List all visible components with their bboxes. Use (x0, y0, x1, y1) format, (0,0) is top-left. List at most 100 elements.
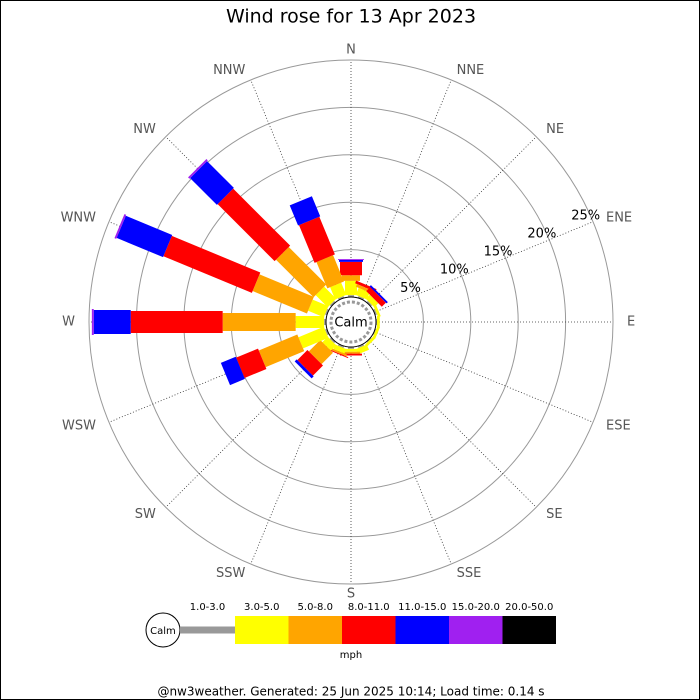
bar-segment (366, 300, 373, 307)
legend-label: 11.0-15.0 (398, 602, 446, 613)
bar-segment (330, 282, 347, 300)
bar-segment (220, 356, 245, 386)
bar-segment (342, 351, 360, 354)
spoke (368, 136, 537, 305)
bar-segment (355, 287, 370, 300)
bar-segment (236, 348, 267, 379)
bar-segment (376, 316, 380, 328)
legend-label: 20.0-50.0 (505, 602, 553, 613)
legend-label: 15.0-20.0 (452, 602, 500, 613)
bar-segment (252, 274, 314, 314)
footer: @nw3weather. Generated: 25 Jun 2025 10:1… (157, 685, 544, 699)
bar-segment (325, 328, 330, 336)
legend-swatch (449, 616, 503, 644)
bar-segment (372, 326, 380, 339)
bar-segment (190, 161, 234, 205)
bar-segment (295, 316, 325, 328)
bar-segment (114, 214, 127, 239)
r-tick-label: 25% (571, 208, 600, 223)
bar-segment (357, 296, 365, 301)
bar-segment (93, 310, 131, 334)
bar-segment (345, 280, 357, 296)
legend: Calm 1.0-3.0 3.0-5.0 5.0-8.0 8.0-11.0 11.0-15… (145, 602, 556, 648)
legend-swatch (342, 616, 396, 644)
direction-label: WNW (61, 210, 97, 225)
bar-segment (298, 326, 329, 349)
direction-label: SW (135, 507, 156, 522)
bar-segment (348, 295, 354, 297)
direction-label: SE (546, 507, 562, 522)
direction-label: NW (133, 122, 156, 137)
direction-label: E (627, 315, 635, 330)
legend-label: 1.0-3.0 (190, 602, 225, 613)
bar-segment (324, 319, 326, 325)
bar-segment (116, 215, 173, 258)
r-tick-label: 10% (440, 263, 469, 278)
calm-ring (329, 300, 373, 344)
calm-label: Calm (334, 316, 367, 331)
bar-segment (222, 313, 296, 331)
spoke (360, 344, 452, 565)
bar-segment (130, 311, 223, 333)
bar-segment (373, 305, 381, 318)
r-tick-label: 15% (484, 245, 513, 260)
grid-ring (88, 59, 614, 585)
bars (91, 159, 388, 386)
bar-segment (342, 275, 360, 281)
direction-label: NE (546, 122, 564, 137)
legend-swatch (235, 616, 289, 644)
direction-label: ESE (606, 419, 631, 434)
bar-segment (339, 260, 363, 262)
bar-segment (366, 287, 386, 307)
bar-segment (298, 216, 335, 263)
bar-segment (345, 348, 357, 352)
legend-label: 8.0-11.0 (348, 602, 390, 613)
bar-segment (340, 261, 362, 276)
bar-segment (289, 196, 321, 226)
bar-segment (372, 308, 377, 316)
bar-segment (329, 337, 336, 344)
bar-segment (294, 359, 314, 379)
bar-segment (348, 347, 354, 349)
bar-segment (91, 309, 94, 335)
legend-unit: mph (340, 650, 362, 661)
legend-swatch (502, 616, 556, 644)
direction-label: N (346, 43, 356, 58)
direction-label: W (62, 315, 75, 330)
bar-segment (325, 308, 330, 316)
bar-segment (258, 334, 305, 368)
bar-segment (369, 285, 388, 304)
legend-swatch (288, 616, 342, 644)
bar-segment (365, 294, 379, 308)
bar-segment (337, 343, 345, 348)
bar-segment (329, 347, 348, 357)
legend-label: 5.0-8.0 (298, 602, 333, 613)
bar-segment (338, 259, 364, 261)
legend-label: 3.0-5.0 (244, 602, 279, 613)
direction-label: SSW (216, 566, 246, 581)
bar-segment (329, 300, 336, 307)
bar-segment (276, 247, 327, 298)
direction-label: ENE (606, 210, 632, 225)
bar-segment (297, 349, 324, 376)
direction-label: WSW (62, 419, 96, 434)
bar-segment (188, 159, 208, 179)
bar-segment (316, 255, 344, 289)
legend-calm-label: Calm (150, 626, 176, 637)
bar-segment (337, 296, 345, 301)
bar-segment (308, 340, 333, 365)
direction-label: S (347, 587, 355, 602)
direction-label: NNW (213, 63, 245, 78)
legend-swatch (395, 616, 449, 644)
chart-title: Wind rose for 13 Apr 2023 (226, 6, 476, 28)
bar-segment (163, 235, 261, 293)
bar-segment (357, 343, 365, 348)
bar-segment (327, 348, 349, 359)
calm-circle (325, 296, 377, 348)
direction-label: SSE (457, 566, 482, 581)
bar-segment (315, 286, 337, 308)
spoke (368, 339, 537, 508)
direction-label: NNE (457, 63, 485, 78)
bar-segment (333, 344, 347, 354)
